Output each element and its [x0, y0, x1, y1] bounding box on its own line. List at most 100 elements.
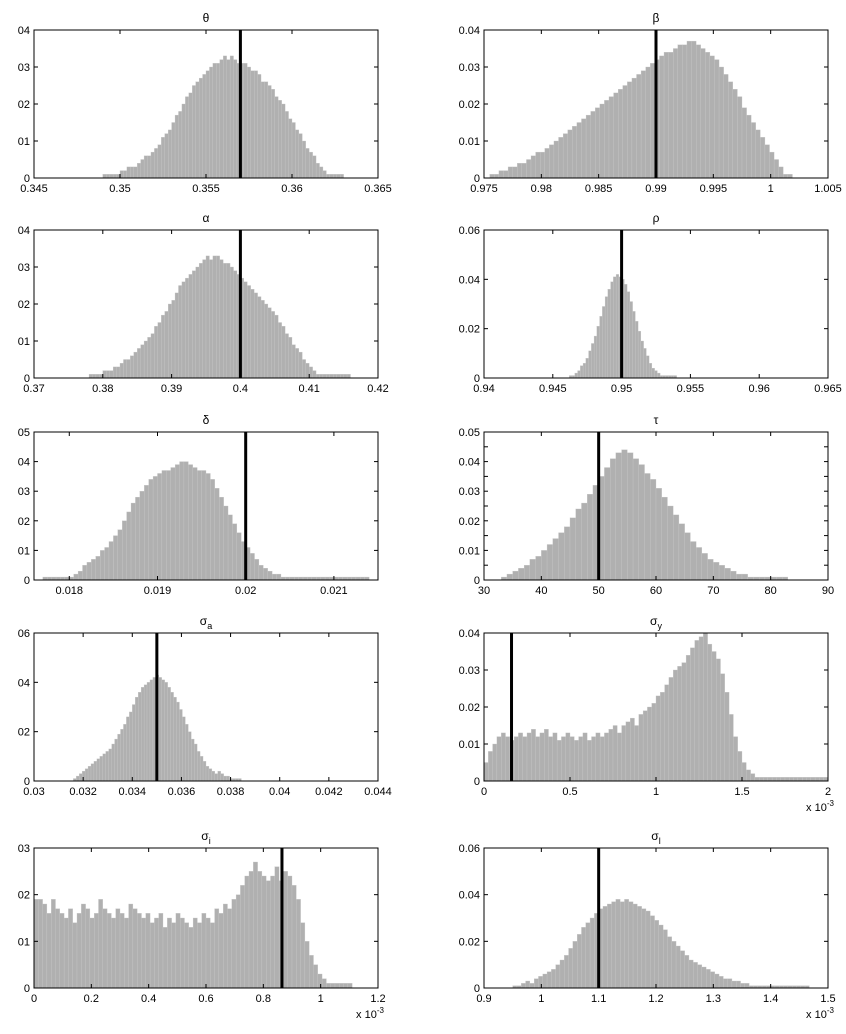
histogram-bar [227, 908, 232, 989]
histogram-bar [158, 677, 162, 782]
y-tick-label: 01 [18, 936, 30, 948]
histogram-bar [503, 170, 509, 179]
histogram-bar [714, 973, 720, 989]
panel-title-subscript: y [657, 621, 662, 631]
x-tick-label: 0.96 [748, 383, 769, 395]
x-tick-label: 0.35 [109, 183, 130, 195]
histogram-bar [258, 565, 264, 581]
x-tick-label: 0.41 [298, 383, 319, 395]
histogram-bar [607, 903, 612, 989]
histogram-bar [572, 941, 578, 989]
histogram-panel-6: 0.03 0.032 0.034 0.036 0.038 0.04 0.042 0.044 0 0… [18, 614, 392, 798]
y-tick-label: 0.05 [459, 427, 480, 439]
histogram-bar [260, 81, 265, 179]
histogram-bar [523, 565, 531, 581]
histogram-bar [254, 559, 260, 581]
y-tick-label: 04 [18, 25, 30, 37]
histogram-bar [42, 903, 48, 989]
x-tick-label: 0.965 [814, 383, 842, 395]
histogram-bar [668, 677, 674, 782]
histogram-bar [223, 903, 228, 989]
histogram-bar [700, 48, 706, 179]
histogram-bar [87, 766, 92, 782]
histogram-bar [139, 491, 145, 581]
histogram-bar [346, 374, 351, 379]
histogram-bar [572, 126, 578, 179]
histogram-bar [283, 871, 288, 989]
x-axis-multiplier: x 10-3 [356, 1006, 384, 1021]
histogram-bar [622, 85, 628, 179]
x-tick-label: 0.018 [56, 585, 84, 597]
histogram-bar [636, 74, 642, 179]
histogram-bar [212, 255, 217, 379]
histogram-bar [591, 736, 596, 782]
histogram-bar [744, 983, 750, 989]
histogram-bar [173, 696, 177, 782]
y-tick-label: 03 [18, 843, 30, 855]
histogram-bar [130, 355, 134, 379]
histogram-bar [736, 573, 743, 581]
histogram-bar [562, 133, 568, 179]
x-tick-label: 0.038 [217, 786, 245, 798]
histogram-bar [167, 687, 171, 782]
x-tick-label: 0 [481, 786, 487, 798]
histogram-bar [746, 769, 751, 782]
x-tick-label: 0.02 [235, 585, 256, 597]
histogram-bar [302, 140, 306, 179]
histogram-bar [317, 973, 323, 989]
histogram-bar [126, 359, 131, 379]
histogram-bar [46, 913, 52, 989]
histogram-bar [675, 945, 681, 989]
histogram-bar [122, 520, 127, 581]
histogram-bar [690, 541, 697, 581]
histogram-bar [288, 118, 293, 179]
histogram-bar [216, 255, 220, 379]
x-tick-label: 0.42 [367, 383, 388, 395]
histogram-bar [654, 920, 660, 989]
y-tick-label: 02 [18, 99, 30, 111]
histogram-bar [640, 70, 646, 179]
histogram-bar [135, 696, 139, 782]
x-tick-label: 1.3 [706, 993, 721, 1005]
y-tick-label: 0.02 [459, 516, 480, 528]
histogram-bar [170, 467, 176, 581]
x-tick-label: 0 [31, 993, 37, 1005]
histogram-bar [227, 514, 233, 581]
histogram-bar [741, 107, 747, 179]
histogram-bar [629, 301, 633, 379]
histogram-bar [643, 348, 647, 379]
x-tick-label: 1.5 [734, 786, 749, 798]
histogram-bar [117, 733, 121, 782]
y-tick-label: 03 [18, 486, 30, 498]
histogram-bar [197, 751, 201, 782]
histogram-bar [677, 44, 683, 179]
histogram-bar [518, 568, 525, 581]
histogram-bar [339, 983, 344, 989]
histogram-bar [610, 281, 614, 379]
histogram-bar [248, 871, 254, 989]
histogram-bar [250, 70, 255, 179]
histogram-bar [737, 751, 743, 782]
histogram-bar [660, 692, 665, 782]
histogram-bar [157, 473, 163, 581]
histogram-panel-5: 30 40 50 60 70 80 90 0 0.01 0.02 0.03 0.04 0.05 τ [459, 413, 835, 597]
histogram-bar [680, 950, 685, 989]
histogram-bar [145, 913, 151, 989]
histogram-bar [223, 55, 227, 179]
histogram-bar [231, 899, 237, 989]
histogram-bar [76, 775, 80, 782]
histogram-bar [650, 63, 656, 179]
histogram-bar [654, 370, 658, 379]
histogram-bar [295, 348, 300, 379]
histogram-bar [188, 92, 193, 179]
histogram-bar [529, 983, 535, 989]
histogram-bar [191, 738, 195, 782]
histogram-bar [188, 464, 193, 581]
histogram-bar [128, 903, 134, 989]
histogram-bar [709, 55, 715, 179]
histogram-bar [305, 148, 310, 179]
histogram-bar [685, 655, 691, 782]
histogram-bar [697, 964, 703, 989]
histogram-bar [197, 922, 202, 989]
histogram-bar [640, 340, 644, 379]
